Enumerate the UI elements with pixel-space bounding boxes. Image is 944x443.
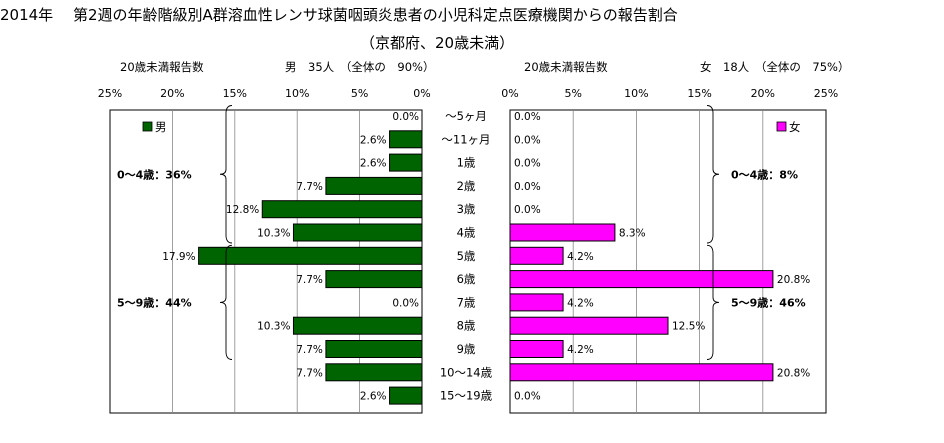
category-label: 2歳 bbox=[457, 179, 476, 193]
male-data-label: 7.7% bbox=[296, 181, 323, 193]
female-data-label: 4.2% bbox=[567, 344, 594, 356]
female-bar bbox=[509, 246, 564, 265]
category-label: 4歳 bbox=[457, 226, 476, 240]
male-bar bbox=[292, 316, 423, 335]
category-labels: ～5ヶ月 ～11ヶ月 1歳 2歳 3歳 4歳 5歳 6歳 7歳 8歳 9歳 10～14歳 15～19歳 bbox=[440, 109, 493, 403]
male-data-label: 12.8% bbox=[226, 204, 259, 216]
category-label: ～11ヶ月 bbox=[441, 132, 490, 146]
female-tick-label: 20% bbox=[751, 87, 775, 100]
male-group-label: 5～9歳：44% bbox=[117, 295, 192, 309]
category-label: 5歳 bbox=[457, 249, 476, 263]
female-data-label: 0.0% bbox=[514, 111, 541, 123]
male-data-label: 2.6% bbox=[360, 134, 387, 146]
male-tick-label: 25% bbox=[98, 87, 122, 100]
female-tick-label: 5% bbox=[564, 87, 581, 100]
chart-subtitle: （京都府、20歳未満） bbox=[360, 34, 515, 52]
female-group-label: 5～9歳：46% bbox=[731, 295, 806, 309]
female-data-label: 0.0% bbox=[514, 391, 541, 403]
female-header-label: 20歳未満報告数 bbox=[524, 60, 608, 74]
male-bar bbox=[325, 340, 423, 358]
female-data-label: 0.0% bbox=[514, 134, 541, 146]
male-bar bbox=[325, 270, 423, 289]
female-legend-label: 女 bbox=[789, 120, 801, 134]
female-bar bbox=[509, 270, 774, 289]
female-data-label: 4.2% bbox=[567, 297, 594, 309]
female-data-label: 20.8% bbox=[777, 367, 810, 379]
female-group-brace bbox=[706, 105, 720, 244]
male-data-label: 10.3% bbox=[257, 228, 290, 240]
female-bar bbox=[509, 316, 669, 335]
male-data-label: 0.0% bbox=[392, 297, 419, 309]
male-data-label: 7.7% bbox=[296, 274, 323, 286]
male-group-brace bbox=[219, 105, 233, 244]
female-data-label: 12.5% bbox=[672, 321, 705, 333]
category-label: 1歳 bbox=[457, 156, 476, 170]
axis-ticks: 0% 0% 5% 5% 10% 10% 15% 15% 20% 20% 25% 25% bbox=[98, 87, 838, 100]
male-data-label: 7.7% bbox=[296, 367, 323, 379]
female-legend-swatch bbox=[776, 121, 787, 132]
panel-headers: 20歳未満報告数 男 35人 （全体の 90%） 20歳未満報告数 女 18人 （全体… bbox=[120, 60, 849, 74]
male-tick-label: 15% bbox=[223, 87, 247, 100]
female-group-brace bbox=[706, 244, 720, 360]
female-data-label: 20.8% bbox=[777, 274, 810, 286]
female-header-count: 女 18人 （全体の 75%） bbox=[700, 60, 849, 74]
category-label: ～5ヶ月 bbox=[445, 109, 487, 123]
female-data-label: 0.0% bbox=[514, 204, 541, 216]
female-plot-frame bbox=[509, 109, 827, 414]
male-tick-label: 0% bbox=[413, 87, 430, 100]
male-tick-label: 10% bbox=[285, 87, 309, 100]
male-group-brace bbox=[219, 244, 233, 360]
female-data-label: 4.2% bbox=[567, 251, 594, 263]
male-legend-swatch bbox=[142, 121, 153, 132]
male-data-label: 2.6% bbox=[360, 158, 387, 170]
male-bar bbox=[261, 200, 423, 219]
category-label: 10～14歳 bbox=[440, 365, 493, 379]
female-data-label: 0.0% bbox=[514, 181, 541, 193]
female-series: 0.0% 0.0% 0.0% 0.0% 0.0% 8.3% 4.2% 20.8% 4.2% 12.… bbox=[509, 111, 810, 403]
male-series: 0.0% 2.6% 2.6% 7.7% 12.8% 10.3% 17.9% 7.7% 0.0% 1… bbox=[142, 111, 423, 405]
category-label: 3歳 bbox=[457, 202, 476, 216]
plot-frames bbox=[109, 109, 827, 414]
female-bar bbox=[509, 293, 564, 312]
male-bar bbox=[292, 223, 423, 242]
male-data-label: 10.3% bbox=[257, 321, 290, 333]
male-header-count: 男 35人 （全体の 90%） bbox=[285, 60, 434, 74]
male-data-label: 0.0% bbox=[392, 111, 419, 123]
female-tick-label: 15% bbox=[687, 87, 711, 100]
category-label: 7歳 bbox=[457, 295, 476, 309]
male-group-label: 0～4歳：36% bbox=[117, 167, 192, 181]
male-data-label: 17.9% bbox=[162, 251, 195, 263]
male-legend-label: 男 bbox=[155, 120, 167, 134]
male-bar bbox=[389, 153, 423, 172]
male-bar bbox=[198, 246, 423, 265]
category-label: 9歳 bbox=[457, 342, 476, 356]
category-label: 15～19歳 bbox=[440, 389, 493, 403]
female-group-label: 0～4歳：8% bbox=[731, 167, 798, 181]
male-bar bbox=[325, 176, 423, 195]
female-bar bbox=[509, 363, 774, 382]
female-bar bbox=[509, 223, 616, 242]
male-tick-label: 5% bbox=[351, 87, 368, 100]
female-data-label: 8.3% bbox=[619, 228, 646, 240]
male-bar bbox=[325, 363, 423, 382]
category-label: 6歳 bbox=[457, 272, 476, 286]
age-group-annotations: 0～4歳：36% 5～9歳：44% 0～4歳：8% 5～9歳：46% bbox=[117, 105, 806, 360]
male-data-label: 7.7% bbox=[296, 344, 323, 356]
female-tick-label: 10% bbox=[624, 87, 648, 100]
male-data-label: 2.6% bbox=[360, 391, 387, 403]
male-bar bbox=[389, 386, 423, 405]
male-bar bbox=[389, 130, 423, 149]
category-label: 8歳 bbox=[457, 319, 476, 333]
female-tick-label: 0% bbox=[501, 87, 518, 100]
male-tick-label: 20% bbox=[160, 87, 184, 100]
chart-title: 2014年 第2週の年齢階級別A群溶血性レンサ球菌咽頭炎患者の小児科定点医療機関… bbox=[0, 6, 678, 24]
female-data-label: 0.0% bbox=[514, 158, 541, 170]
female-bar bbox=[509, 340, 564, 358]
female-tick-label: 25% bbox=[814, 87, 838, 100]
male-header-label: 20歳未満報告数 bbox=[120, 60, 204, 74]
